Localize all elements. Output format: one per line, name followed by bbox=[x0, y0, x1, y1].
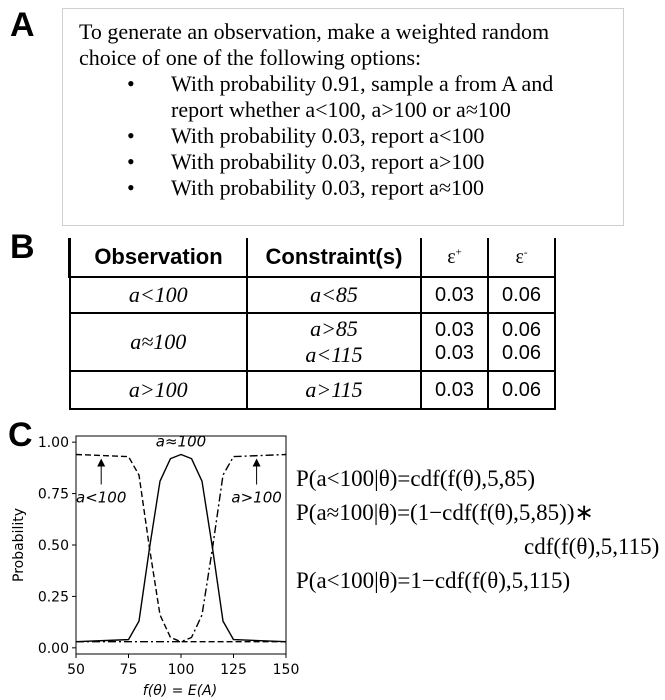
formula-a-approx: P(a≈100|θ)=(1−cdf(f(θ),5,85))∗ bbox=[296, 500, 594, 525]
formula-block: P(a<100|θ)=cdf(f(θ),5,85) P(a≈100|θ)=(1−… bbox=[296, 462, 659, 598]
x-tick-label: 150 bbox=[273, 662, 300, 678]
panel-a-options: • With probability 0.91, sample a from A … bbox=[79, 71, 609, 201]
plot-layer bbox=[75, 453, 287, 643]
bullet-icon: • bbox=[127, 123, 135, 148]
header-eps-plus: ε+ bbox=[420, 238, 489, 278]
option-line: With probability 0.91, sample a from A a… bbox=[171, 71, 554, 96]
header-observation: Observation bbox=[68, 238, 248, 278]
cell-eps-plus: 0.03 bbox=[420, 276, 489, 314]
cell-constraint: a<85 bbox=[246, 276, 422, 314]
observation-table: Observation Constraint(s) ε+ ε- a<100 a<… bbox=[68, 238, 556, 410]
arrow-head-icon bbox=[252, 458, 261, 467]
y-tick-label: 0.50 bbox=[38, 538, 69, 554]
observation-text: a≈100 bbox=[130, 329, 187, 354]
y-tick-label: 0.00 bbox=[38, 641, 69, 657]
y-tick-label: 0.75 bbox=[38, 487, 69, 503]
cell-eps-plus: 0.03 bbox=[420, 370, 489, 410]
formula-a-less: P(a<100|θ)=cdf(f(θ),5,85) bbox=[296, 466, 536, 491]
constraint-text: a<115 bbox=[305, 342, 363, 367]
table-row: a<100 a<85 0.03 0.06 bbox=[68, 276, 556, 314]
y-tick-label: 1.00 bbox=[38, 435, 69, 451]
cell-observation: a<100 bbox=[68, 276, 248, 314]
annotation-label: a<100 bbox=[76, 489, 126, 507]
eps-minus-base: ε bbox=[515, 245, 524, 268]
annotation-layer: a≈100 a<100 a>100 bbox=[76, 433, 282, 507]
panel-c-label: C bbox=[8, 416, 33, 454]
annotation-label: a≈100 bbox=[156, 433, 206, 451]
x-tick-label: 125 bbox=[220, 662, 247, 678]
eps-value: 0.03 bbox=[435, 319, 474, 341]
cell-eps-minus: 0.06 0.06 bbox=[487, 312, 556, 372]
bullet-icon: • bbox=[127, 149, 135, 174]
option-item: • With probability 0.03, report a≈100 bbox=[79, 175, 609, 201]
series-line-0 bbox=[75, 453, 286, 643]
eps-value: 0.06 bbox=[502, 319, 541, 341]
eps-value: 0.03 bbox=[435, 342, 474, 364]
eps-plus-base: ε bbox=[447, 245, 456, 268]
x-tick-label: 100 bbox=[168, 662, 195, 678]
option-line: report whether a<100, a>100 or a≈100 bbox=[171, 97, 511, 122]
cell-eps-minus: 0.06 bbox=[487, 276, 556, 314]
cell-constraint: a>115 bbox=[246, 370, 422, 410]
header-eps-minus: ε- bbox=[487, 238, 556, 278]
plot-frame bbox=[75, 435, 287, 655]
formula-a-approx-cont: cdf(f(θ),5,115) bbox=[524, 534, 660, 559]
y-axis-label: Probability bbox=[11, 508, 27, 582]
table-row: a>100 a>115 0.03 0.06 bbox=[68, 370, 556, 410]
arrow-head-icon bbox=[97, 458, 106, 467]
cell-constraint: a>85 a<115 bbox=[246, 312, 422, 372]
x-tick-label: 50 bbox=[67, 662, 85, 678]
header-constraints: Constraint(s) bbox=[246, 238, 422, 278]
observation-text: a<100 bbox=[128, 282, 188, 307]
eps-minus-sup: - bbox=[523, 245, 528, 258]
table-header-row: Observation Constraint(s) ε+ ε- bbox=[68, 238, 556, 278]
bullet-icon: • bbox=[127, 175, 135, 200]
panel-b-label: B bbox=[10, 228, 35, 266]
cell-eps-plus: 0.03 0.03 bbox=[420, 312, 489, 372]
observation-text: a>100 bbox=[128, 377, 188, 402]
x-axis-label: f(θ) = E(A) bbox=[143, 683, 217, 699]
bullet-icon: • bbox=[127, 71, 135, 96]
option-line: With probability 0.03, report a≈100 bbox=[171, 175, 485, 200]
panel-a-box: To generate an observation, make a weigh… bbox=[62, 8, 624, 226]
cell-observation: a>100 bbox=[68, 370, 248, 410]
constraint-text: a>115 bbox=[305, 377, 363, 402]
panel-a-intro: To generate an observation, make a weigh… bbox=[79, 19, 550, 70]
option-item: • With probability 0.03, report a<100 bbox=[79, 123, 609, 149]
panel-a-label: A bbox=[10, 6, 35, 44]
eps-plus-sup: + bbox=[455, 245, 462, 258]
table-row: a≈100 a>85 a<115 0.03 0.03 0.06 0.06 bbox=[68, 312, 556, 372]
eps-value: 0.06 bbox=[502, 342, 541, 364]
option-item: • With probability 0.91, sample a from A … bbox=[79, 71, 609, 123]
constraint-text: a<85 bbox=[310, 282, 358, 307]
option-line: With probability 0.03, report a>100 bbox=[171, 149, 485, 174]
y-tick-label: 0.25 bbox=[38, 589, 69, 605]
cell-eps-minus: 0.06 bbox=[487, 370, 556, 410]
annotation-label: a>100 bbox=[231, 489, 281, 507]
constraint-text: a>85 bbox=[310, 316, 358, 341]
option-line: With probability 0.03, report a<100 bbox=[171, 123, 485, 148]
option-item: • With probability 0.03, report a>100 bbox=[79, 149, 609, 175]
series-line-1 bbox=[75, 453, 287, 643]
formula-a-greater: P(a<100|θ)=1−cdf(f(θ),5,115) bbox=[296, 568, 571, 593]
x-tick-label: 75 bbox=[120, 662, 138, 678]
cell-observation: a≈100 bbox=[68, 312, 248, 372]
tick-layer: 50 75 100 125 150 0.00 0.25 0.50 0.75 1.00 bbox=[38, 435, 300, 678]
panel-a-text: To generate an observation, make a weigh… bbox=[79, 19, 609, 201]
series-line-2 bbox=[76, 453, 287, 643]
